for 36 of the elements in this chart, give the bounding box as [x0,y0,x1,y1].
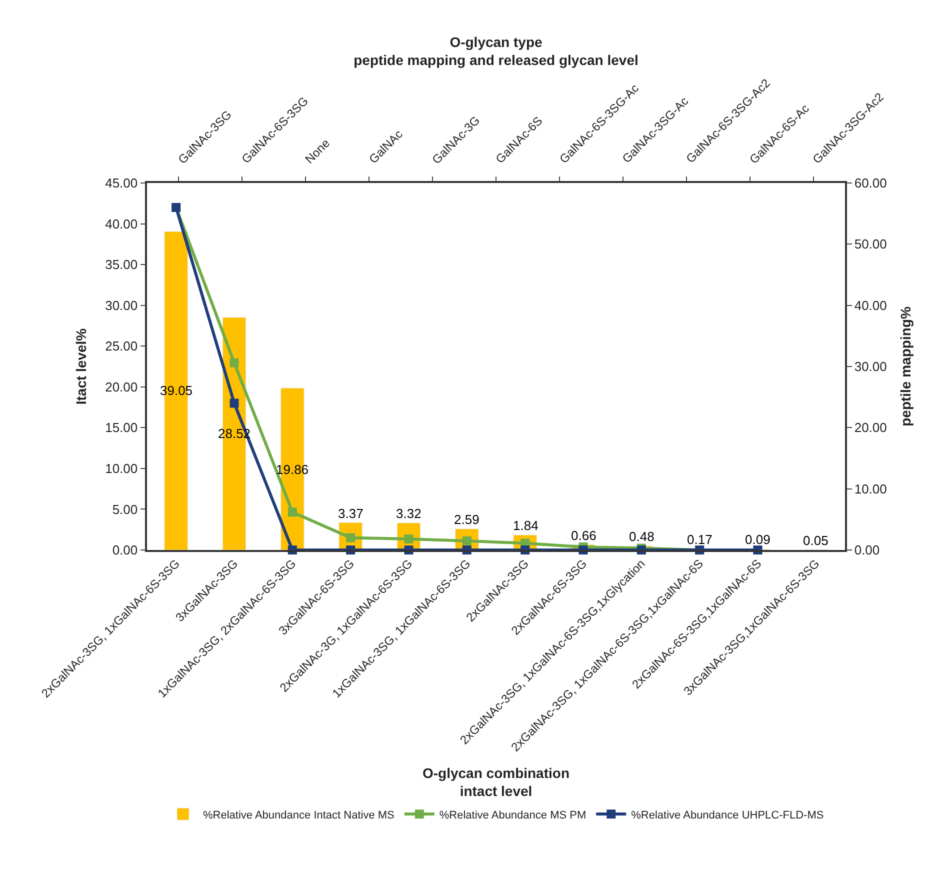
legend-label: %Relative Abundance UHPLC-FLD-MS [631,809,824,822]
x-axis-title: O-glycan combination intact level [422,764,570,800]
data-label: 3.37 [338,506,364,521]
y-axis-title: Itact level% [73,328,90,405]
data-label: 0.05 [803,533,828,548]
y2-tick-label: 10.00 [854,481,887,496]
y-tick-label: 15.00 [105,420,138,436]
y-tick-label: 30.00 [105,298,138,313]
y-tick-label: 10.00 [105,460,138,476]
data-label: 0.17 [687,532,712,547]
y-tick-label: 25.00 [105,338,138,354]
point [230,398,239,408]
x2-axis-title: O-glycan type peptide mapping and released glycan level [354,34,638,68]
y-tick-label: 35.00 [105,257,138,272]
data-label: 2.59 [454,512,480,527]
y2-tick-label: 30.00 [854,359,887,374]
legend-label: %Relative Abundance Intact Native MS [203,809,394,822]
data-label: 1.84 [513,518,538,533]
point [230,358,239,368]
y2-tick-label: 20.00 [854,420,887,436]
point [288,508,297,517]
y-tick-label: 45.00 [105,176,138,191]
y2-tick-label: 40.00 [854,298,887,313]
y-tick-label: 0.00 [112,542,138,558]
data-label: 0.09 [745,532,770,547]
data-label: 3.32 [396,506,422,521]
y-tick-label: 40.00 [105,216,138,232]
y-tick-label: 20.00 [105,379,138,394]
data-label: 0.48 [629,529,654,544]
y2-tick-label: 60.00 [854,176,887,191]
y2-tick-label: 50.00 [854,236,887,252]
data-label: 0.66 [571,528,596,543]
y-tick-label: 5.00 [112,502,138,517]
y2-axis-title: peptile mapping% [898,306,914,426]
legend-label: %Relative Abundance MS PM [439,809,586,822]
y2-tick-label: 0.00 [854,542,880,558]
